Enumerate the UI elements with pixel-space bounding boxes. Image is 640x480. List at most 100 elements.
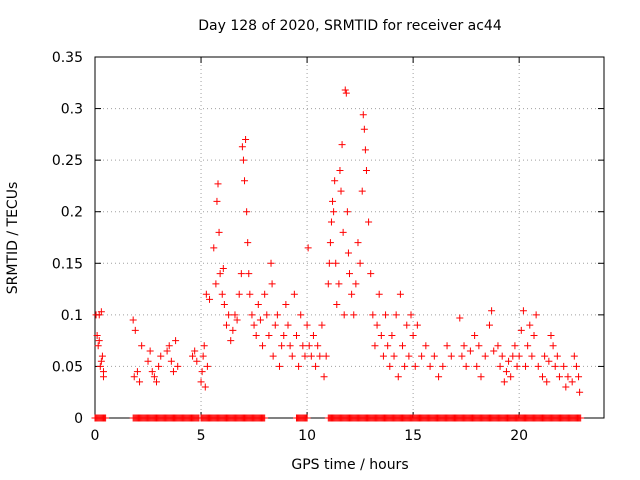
- data-point: [348, 290, 356, 298]
- data-point: [312, 362, 320, 370]
- data-point: [342, 89, 350, 97]
- data-point: [216, 270, 224, 278]
- data-point: [129, 316, 137, 324]
- data-point: [490, 347, 498, 355]
- data-point: [267, 259, 275, 267]
- data-point: [332, 259, 340, 267]
- data-point: [498, 352, 506, 360]
- data-point: [304, 244, 312, 252]
- x-tick-label: 15: [404, 428, 422, 444]
- data-point: [439, 362, 447, 370]
- data-point: [333, 301, 341, 309]
- data-point: [331, 177, 339, 185]
- data-point: [352, 280, 360, 288]
- data-point: [494, 342, 502, 350]
- data-point: [435, 373, 443, 381]
- data-point: [286, 342, 294, 350]
- y-tick-label: 0.15: [52, 256, 83, 272]
- data-point: [305, 342, 313, 350]
- data-point: [201, 383, 209, 391]
- data-point: [146, 347, 154, 355]
- data-point: [466, 347, 474, 355]
- data-point: [534, 362, 542, 370]
- data-point: [299, 342, 307, 350]
- x-tick-label: 0: [91, 428, 100, 444]
- data-point: [199, 352, 207, 360]
- data-point: [477, 373, 485, 381]
- data-point: [131, 326, 139, 334]
- data-point: [133, 368, 141, 376]
- data-point: [549, 342, 557, 350]
- data-point: [198, 368, 206, 376]
- data-point: [210, 244, 218, 252]
- y-tick-label: 0.2: [61, 205, 83, 221]
- data-point: [138, 342, 146, 350]
- x-tick-label: 20: [510, 428, 528, 444]
- data-point: [447, 352, 455, 360]
- y-tick-label: 0.1: [61, 308, 83, 324]
- data-point: [443, 342, 451, 350]
- data-point: [329, 197, 337, 205]
- data-point: [360, 125, 368, 133]
- data-point: [261, 414, 269, 422]
- data-point: [307, 352, 315, 360]
- x-tick-label: 5: [197, 428, 206, 444]
- data-point: [130, 373, 138, 381]
- data-point: [290, 290, 298, 298]
- data-point: [243, 208, 251, 216]
- data-point: [215, 228, 223, 236]
- data-point: [238, 143, 246, 151]
- data-point: [545, 357, 553, 365]
- data-point: [409, 331, 417, 339]
- data-point: [361, 146, 369, 154]
- y-tick-label: 0: [74, 411, 83, 427]
- data-point: [157, 352, 165, 360]
- data-point: [367, 270, 375, 278]
- data-point: [233, 316, 241, 324]
- data-point: [102, 414, 110, 422]
- data-point: [227, 337, 235, 345]
- data-point: [203, 362, 211, 370]
- data-point: [394, 373, 402, 381]
- data-point: [481, 352, 489, 360]
- data-point: [335, 280, 343, 288]
- data-point: [403, 321, 411, 329]
- data-point: [373, 321, 381, 329]
- data-point: [97, 357, 105, 365]
- data-point: [547, 331, 555, 339]
- data-point: [359, 111, 367, 119]
- data-point: [475, 342, 483, 350]
- data-point: [169, 368, 177, 376]
- data-point: [555, 373, 563, 381]
- data-point: [344, 249, 352, 257]
- data-point: [318, 321, 326, 329]
- data-point: [401, 362, 409, 370]
- data-point: [95, 337, 103, 345]
- ticks: 0 0.05 0.1 0.15 0.2 0.25 0.3 0.35 0 5 10 15 20: [52, 50, 604, 444]
- data-point: [375, 290, 383, 298]
- data-point: [148, 368, 156, 376]
- data-point: [511, 342, 519, 350]
- data-point: [324, 280, 332, 288]
- data-point: [155, 362, 163, 370]
- data-point: [382, 311, 390, 319]
- data-point: [543, 378, 551, 386]
- data-points: [91, 86, 585, 422]
- data-point: [99, 373, 107, 381]
- data-point: [564, 373, 572, 381]
- data-point: [458, 352, 466, 360]
- data-point: [362, 166, 370, 174]
- data-point: [271, 321, 279, 329]
- data-point: [339, 228, 347, 236]
- data-point: [507, 373, 515, 381]
- data-point: [326, 239, 334, 247]
- data-point: [365, 218, 373, 226]
- data-point: [252, 331, 260, 339]
- data-point: [327, 218, 335, 226]
- grid: [95, 57, 604, 418]
- data-point: [136, 378, 144, 386]
- chart-title: Day 128 of 2020, SRMTID for receiver ac4…: [198, 18, 502, 34]
- data-point: [371, 342, 379, 350]
- data-point: [248, 311, 256, 319]
